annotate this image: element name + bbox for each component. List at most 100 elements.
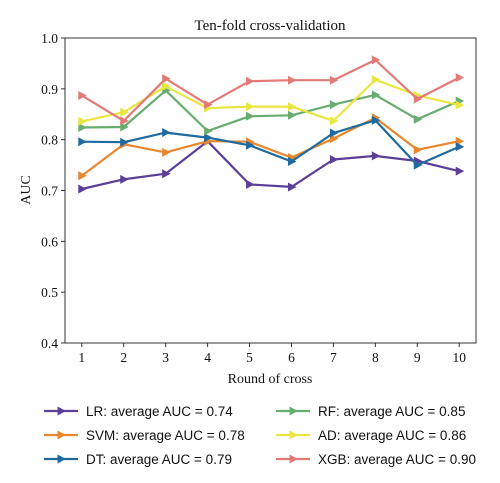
data-point — [455, 142, 465, 152]
series-line — [81, 89, 460, 133]
data-point — [329, 75, 339, 85]
data-point — [287, 75, 297, 85]
y-tick-label: 0.6 — [41, 234, 58, 249]
data-point — [413, 145, 423, 155]
data-point — [455, 73, 465, 83]
y-tick-label: 0.4 — [41, 336, 58, 351]
data-point — [246, 140, 255, 150]
data-point — [162, 147, 171, 157]
data-point — [246, 102, 255, 112]
data-point — [246, 76, 255, 86]
legend-marker — [289, 430, 298, 440]
series-5 — [78, 55, 465, 126]
data-point — [287, 157, 297, 167]
data-point — [120, 174, 129, 184]
legend-label: XGB: average AUC = 0.90 — [318, 452, 476, 467]
data-point — [413, 160, 423, 170]
data-point — [78, 90, 87, 100]
x-tick-label: 6 — [288, 350, 295, 365]
data-point — [162, 74, 171, 84]
x-axis: 1 2 3 4 5 6 7 8 9 10 — [78, 343, 466, 365]
plot-area-frame — [64, 37, 477, 344]
legend-item: DT: average AUC = 0.79 — [44, 452, 232, 467]
x-tick-label: 2 — [120, 350, 127, 365]
data-point — [162, 169, 171, 179]
data-point — [371, 90, 381, 100]
series-line — [81, 119, 460, 167]
legend-marker — [289, 406, 298, 416]
x-tick-label: 5 — [246, 350, 253, 365]
y-tick-label: 0.9 — [41, 82, 58, 97]
data-point — [329, 100, 339, 110]
series-0 — [78, 136, 465, 194]
data-point — [120, 137, 129, 147]
x-tick-label: 1 — [78, 350, 85, 365]
data-point — [329, 128, 339, 138]
data-point — [371, 55, 381, 65]
data-point — [455, 100, 465, 110]
series-layer — [78, 55, 465, 194]
data-point — [287, 110, 297, 120]
series-line — [81, 140, 460, 191]
legend-item: AD: average AUC = 0.86 — [276, 428, 466, 443]
series-line — [81, 116, 460, 177]
data-point — [287, 102, 297, 112]
data-point — [246, 179, 255, 189]
data-point — [204, 133, 213, 143]
legend-marker — [57, 454, 66, 464]
data-point — [78, 171, 87, 181]
legend-label: SVM: average AUC = 0.78 — [86, 428, 245, 443]
legend-marker — [57, 430, 66, 440]
series-line — [81, 58, 460, 123]
data-point — [162, 81, 171, 91]
series-3 — [78, 85, 465, 136]
data-point — [413, 94, 423, 104]
data-point — [162, 128, 171, 138]
x-tick-label: 10 — [452, 350, 466, 365]
data-point — [78, 184, 87, 194]
legend-label: DT: average AUC = 0.79 — [86, 452, 232, 467]
data-point — [204, 126, 213, 136]
x-tick-label: 7 — [330, 350, 337, 365]
legend-item: RF: average AUC = 0.85 — [276, 404, 465, 419]
data-point — [329, 116, 339, 126]
legend-item: LR: average AUC = 0.74 — [44, 404, 233, 419]
series-1 — [78, 113, 465, 181]
data-point — [120, 107, 129, 117]
data-point — [455, 166, 465, 176]
series-2 — [78, 115, 465, 170]
data-point — [204, 100, 213, 110]
chart-title: Ten-fold cross-validation — [195, 18, 346, 34]
data-point — [371, 115, 381, 125]
x-tick-label: 4 — [204, 350, 211, 365]
data-point — [371, 151, 381, 161]
legend-item: XGB: average AUC = 0.90 — [276, 452, 476, 467]
data-point — [413, 114, 423, 124]
data-point — [120, 116, 129, 126]
x-tick-label: 3 — [162, 350, 169, 365]
legend-item: SVM: average AUC = 0.78 — [44, 428, 245, 443]
legend-marker — [57, 406, 66, 416]
x-axis-label: Round of cross — [228, 372, 313, 387]
y-axis-label: AUC — [19, 175, 34, 205]
data-point — [78, 116, 87, 126]
y-tick-label: 0.7 — [41, 184, 58, 199]
data-point — [120, 122, 129, 132]
data-point — [78, 137, 87, 147]
y-tick-label: 0.5 — [41, 285, 58, 300]
data-point — [329, 154, 339, 164]
y-tick-label: 0.8 — [41, 133, 58, 148]
legend-label: LR: average AUC = 0.74 — [86, 404, 233, 419]
series-4 — [78, 75, 465, 126]
data-point — [371, 75, 381, 85]
y-axis: 0.4 0.5 0.6 0.7 0.8 0.9 1.0 — [41, 31, 65, 351]
data-point — [78, 122, 87, 132]
legend-label: AD: average AUC = 0.86 — [318, 428, 466, 443]
y-tick-label: 1.0 — [41, 31, 58, 46]
data-point — [246, 111, 255, 121]
legend-label: RF: average AUC = 0.85 — [318, 404, 465, 419]
x-tick-label: 9 — [414, 350, 421, 365]
legend-marker — [289, 454, 298, 464]
x-tick-label: 8 — [372, 350, 379, 365]
